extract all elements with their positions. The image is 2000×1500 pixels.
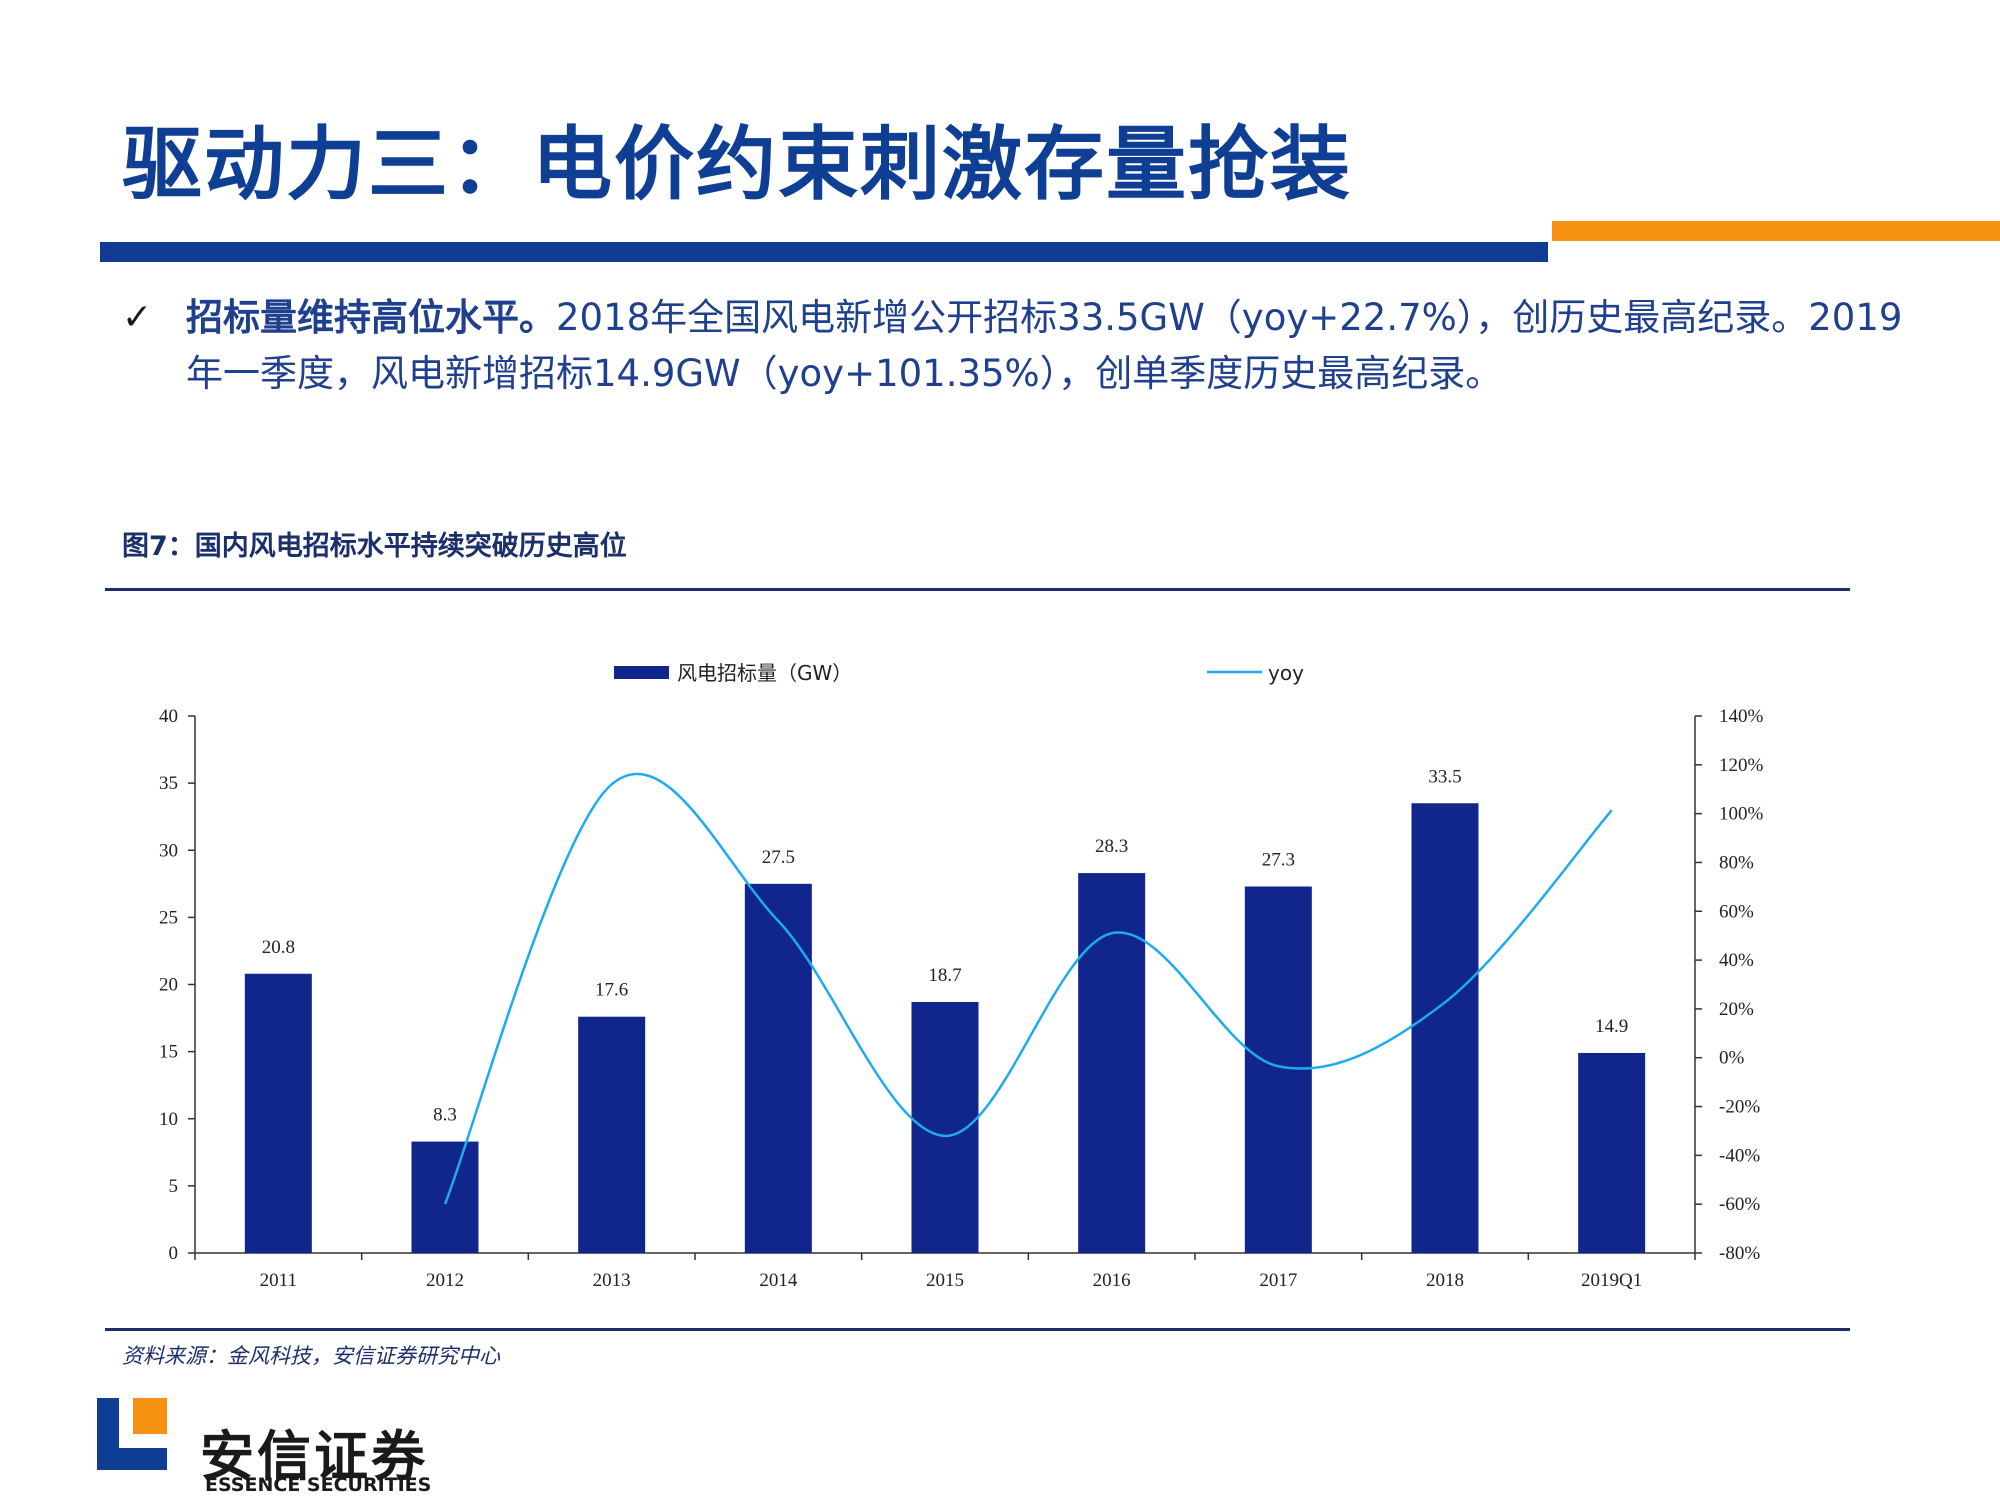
bar-data-label: 27.5 (762, 847, 795, 868)
bar-data-label: 14.9 (1595, 1016, 1628, 1037)
y-left-tick-label: 5 (169, 1176, 179, 1197)
bullet-body: 2018年全国风电新增公开招标33.5GW（yoy+22.7%），创历史最高纪录… (186, 296, 1903, 395)
yoy-line (443, 772, 1613, 1205)
x-tick-label: 2011 (260, 1270, 297, 1291)
y-right-tick-label: 40% (1719, 950, 1754, 971)
title-underline-orange (1552, 221, 2000, 241)
bar (578, 1016, 646, 1253)
page-title: 驱动力三：电价约束刺激存量抢装 (122, 118, 1352, 211)
bar (744, 883, 812, 1253)
x-tick-label: 2015 (926, 1270, 964, 1291)
check-icon: ✓ (122, 297, 153, 338)
x-tick-label: 2013 (593, 1270, 631, 1291)
bar (411, 1141, 479, 1253)
company-name-cn: 安信证券 (200, 1425, 428, 1488)
legend-bar-swatch (614, 666, 669, 679)
legend-line-label: yoy (1268, 661, 1304, 685)
y-right-tick-label: -20% (1719, 1097, 1760, 1118)
bar-data-label: 33.5 (1428, 766, 1461, 787)
y-right-tick-label: 20% (1719, 999, 1754, 1020)
x-tick-label: 2014 (759, 1270, 798, 1291)
y-right-tick-label: -40% (1719, 1145, 1760, 1166)
bar-data-label: 17.6 (595, 980, 628, 1001)
bar-data-label: 28.3 (1095, 836, 1128, 857)
y-left-tick-label: 25 (159, 907, 178, 928)
y-right-tick-label: 100% (1719, 804, 1764, 825)
figure-top-rule (105, 588, 1850, 591)
bar-data-label: 27.3 (1262, 849, 1295, 870)
bar (1078, 873, 1146, 1253)
source-note: 资料来源：金风科技，安信证券研究中心 (122, 1344, 500, 1368)
figure-title: 图7：国内风电招标水平持续突破历史高位 (122, 531, 627, 562)
bar (244, 973, 312, 1253)
company-logo-icon (97, 1398, 167, 1470)
y-right-tick-label: 60% (1719, 901, 1754, 922)
y-left-tick-label: 0 (169, 1243, 179, 1264)
y-left-tick-label: 40 (159, 706, 178, 727)
title-underline-blue (100, 242, 1548, 262)
x-tick-label: 2016 (1093, 1270, 1131, 1291)
bar (1411, 803, 1479, 1253)
bar-data-label: 20.8 (262, 937, 295, 958)
x-tick-label: 2019Q1 (1581, 1270, 1642, 1291)
y-right-tick-label: 120% (1719, 755, 1764, 776)
y-left-tick-label: 35 (159, 773, 178, 794)
x-tick-label: 2017 (1259, 1270, 1297, 1291)
y-left-tick-label: 10 (159, 1109, 178, 1130)
bar-data-label: 18.7 (928, 965, 961, 986)
y-right-tick-label: -80% (1719, 1243, 1760, 1264)
bullet-point: ✓ 招标量维持高位水平。2018年全国风电新增公开招标33.5GW（yoy+22… (122, 290, 1912, 402)
bar-data-label: 8.3 (433, 1105, 457, 1126)
bar (1578, 1052, 1646, 1253)
bullet-lead: 招标量维持高位水平。 (186, 296, 556, 339)
y-left-tick-label: 15 (159, 1042, 178, 1063)
x-tick-label: 2018 (1426, 1270, 1464, 1291)
figure-bottom-rule (105, 1328, 1850, 1331)
bullet-text: 招标量维持高位水平。2018年全国风电新增公开招标33.5GW（yoy+22.7… (186, 290, 1912, 402)
y-left-tick-label: 30 (159, 840, 178, 861)
y-right-tick-label: 140% (1719, 706, 1764, 727)
x-tick-label: 2012 (426, 1270, 464, 1291)
y-right-tick-label: 0% (1719, 1048, 1745, 1069)
y-right-tick-label: 80% (1719, 852, 1754, 873)
legend-bar-label: 风电招标量（GW） (677, 661, 852, 685)
y-left-tick-label: 20 (159, 975, 178, 996)
y-right-tick-label: -60% (1719, 1194, 1760, 1215)
company-name-en: ESSENCE SECURITIES (205, 1474, 432, 1496)
